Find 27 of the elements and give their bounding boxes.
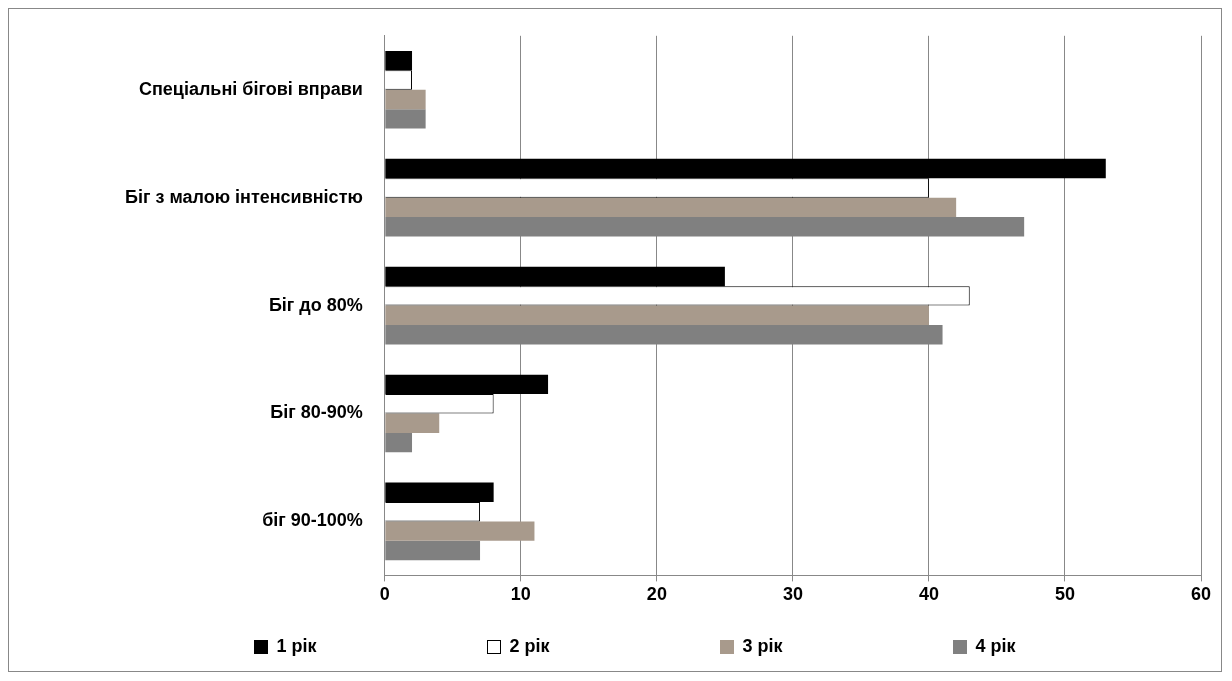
x-tick-label: 60	[1190, 584, 1212, 605]
bar	[385, 197, 957, 218]
bar	[385, 540, 481, 561]
y-tick-label: біг 90-100%	[262, 510, 363, 531]
x-tick-label: 40	[918, 584, 939, 605]
bar	[385, 305, 929, 326]
bar	[385, 158, 1106, 179]
x-tick-label: 30	[782, 584, 803, 605]
legend-label: 2 рік	[509, 636, 550, 657]
legend-label: 4 рік	[975, 636, 1016, 657]
bar	[385, 413, 440, 433]
x-tick-label: 50	[1054, 584, 1075, 605]
y-tick-label: Спеціальні бігові вправи	[138, 78, 363, 99]
bar	[385, 374, 549, 395]
x-tick-label: 10	[510, 584, 531, 605]
bar	[385, 432, 413, 453]
y-tick-label: Біг 80-90%	[270, 402, 363, 423]
legend-label: 3 рік	[742, 636, 783, 657]
x-tick-label: 0	[379, 584, 390, 605]
bar	[385, 266, 725, 287]
x-tick-label: 20	[646, 584, 667, 605]
bar	[385, 89, 426, 110]
bar	[385, 109, 426, 129]
y-tick-label: Біг до 80%	[268, 294, 363, 315]
legend-label: 1 рік	[276, 636, 317, 657]
y-tick-label: Біг з малою інтенсивністю	[125, 186, 363, 207]
bar	[385, 521, 535, 541]
